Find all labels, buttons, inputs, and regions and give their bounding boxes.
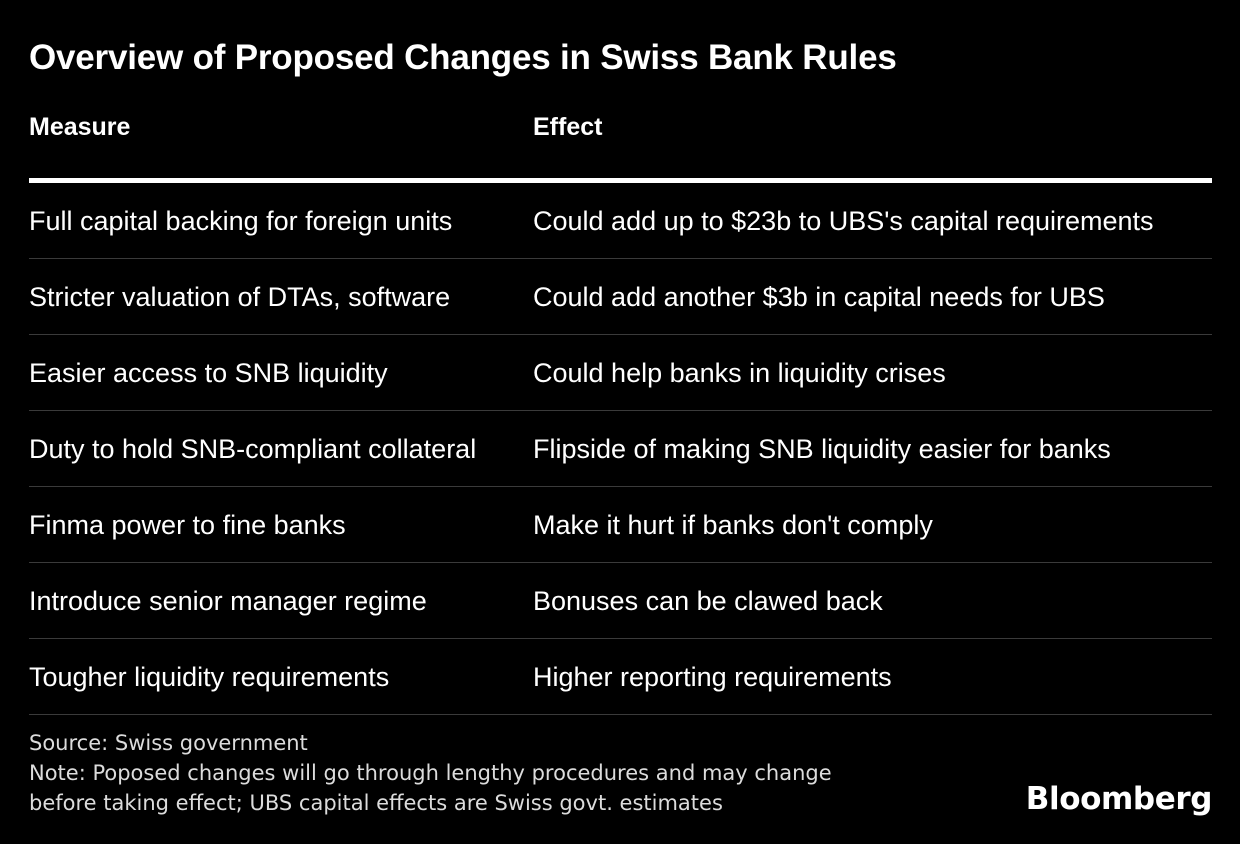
cell-effect: Flipside of making SNB liquidity easier … [533, 433, 1111, 464]
table-row: Tougher liquidity requirements Higher re… [29, 639, 1212, 715]
table-body: Full capital backing for foreign units C… [29, 183, 1212, 715]
table-row: Easier access to SNB liquidity Could hel… [29, 335, 1212, 411]
cell-effect: Could help banks in liquidity crises [533, 357, 946, 388]
cell-effect: Make it hurt if banks don't comply [533, 509, 933, 540]
data-table: Measure Effect Full capital backing for … [29, 112, 1212, 715]
bloomberg-logo: Bloomberg [1025, 781, 1213, 817]
page-title: Overview of Proposed Changes in Swiss Ba… [29, 38, 897, 77]
cell-measure: Introduce senior manager regime [29, 585, 427, 616]
table-row: Full capital backing for foreign units C… [29, 183, 1212, 259]
cell-effect: Could add up to $23b to UBS's capital re… [533, 205, 1154, 236]
table-row: Finma power to fine banks Make it hurt i… [29, 487, 1212, 563]
table-row: Stricter valuation of DTAs, software Cou… [29, 259, 1212, 335]
cell-effect: Higher reporting requirements [533, 661, 892, 692]
cell-measure: Full capital backing for foreign units [29, 205, 453, 236]
cell-measure: Stricter valuation of DTAs, software [29, 281, 451, 312]
table-row: Introduce senior manager regime Bonuses … [29, 563, 1212, 639]
column-header-measure: Measure [29, 113, 131, 141]
cell-effect: Could add another $3b in capital needs f… [533, 281, 1105, 312]
source-note: Source: Swiss government [29, 731, 308, 755]
header-divider [29, 178, 1212, 183]
column-header-effect: Effect [533, 113, 603, 141]
table-header-row: Measure Effect [29, 112, 1212, 183]
cell-effect: Bonuses can be clawed back [533, 585, 883, 616]
table-row: Duty to hold SNB-compliant collateral Fl… [29, 411, 1212, 487]
disclaimer-note-line-2: before taking effect; UBS capital effect… [29, 791, 723, 815]
cell-measure: Tougher liquidity requirements [29, 661, 390, 692]
cell-measure: Finma power to fine banks [29, 509, 346, 540]
cell-measure: Easier access to SNB liquidity [29, 357, 388, 388]
cell-measure: Duty to hold SNB-compliant collateral [29, 433, 477, 464]
disclaimer-note-line-1: Note: Poposed changes will go through le… [29, 761, 832, 785]
footnotes: Source: Swiss government Note: Poposed c… [29, 728, 1009, 818]
